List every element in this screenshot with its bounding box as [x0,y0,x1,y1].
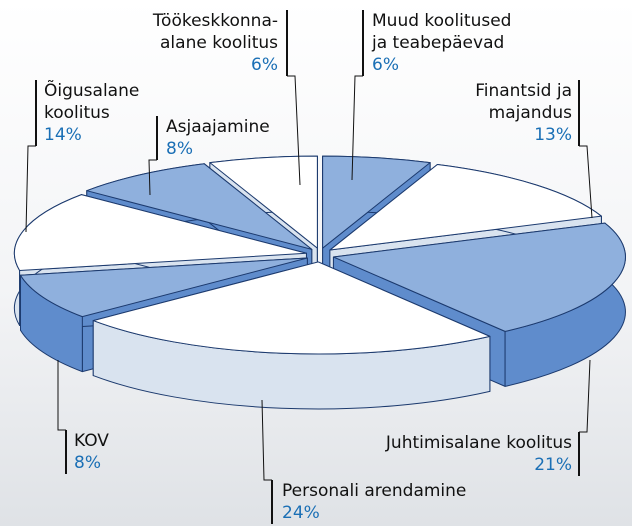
slice [92,261,491,410]
slice-label: Asjaajamine [166,117,270,137]
slice-top [329,164,602,251]
slice-label: Finantsid ja majandus [475,81,572,123]
slice-top [322,155,431,249]
slice-label: KOV [74,431,109,451]
slice-top [209,155,318,249]
slice-label: Juhtimisalane koolitus [385,433,572,453]
leader-line [148,159,157,196]
slice-label: Muud koolitused ja teabepäevad [371,11,511,53]
value-label: 13% [534,125,572,145]
slice-label: Töökeskkonna-alane koolitus [152,11,278,53]
value-label: 8% [166,139,193,159]
value-label: 14% [44,125,82,145]
leader-line [25,145,36,233]
leader-line [57,360,66,431]
value-label: 21% [534,455,572,475]
leader-line [261,399,272,481]
value-label: 8% [74,453,101,473]
value-label: 24% [282,503,320,523]
value-label: 6% [372,55,399,75]
slice-label: Personali arendamine [282,481,466,501]
slice-label: Õigusalane koolitus [44,79,139,123]
leader-line [351,75,363,181]
slice-top [13,194,307,271]
value-label: 6% [251,55,278,75]
slice-top [20,257,308,318]
slice-top [86,163,313,250]
leader-line [287,75,301,186]
slice-top [332,222,626,332]
slice-top [92,261,491,355]
leader-line [579,359,591,433]
leader-line [579,145,593,219]
